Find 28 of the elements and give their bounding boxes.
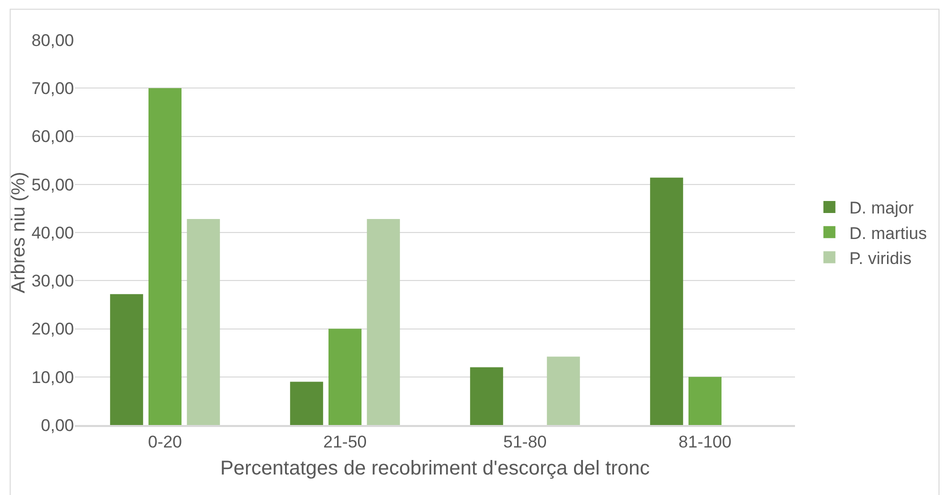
bar [546, 356, 580, 425]
x-tick-label: 0-20 [148, 432, 182, 452]
y-tick-label: 50,00 [31, 175, 74, 194]
bar [328, 328, 362, 425]
bar [470, 367, 504, 425]
y-axis-title: Arbres niu (%) [8, 172, 30, 294]
y-tick-label: 30,00 [31, 272, 74, 291]
y-tick-label: 10,00 [31, 368, 74, 387]
x-tick-label: 51-80 [503, 432, 547, 452]
x-tick-label: 81-100 [678, 432, 732, 452]
y-tick-label: 40,00 [31, 223, 74, 242]
legend-label: P. viridis [849, 248, 912, 268]
x-tick-label: 21-50 [323, 432, 367, 452]
y-tick-label: 80,00 [31, 30, 74, 50]
y-tick-label: 20,00 [31, 320, 74, 339]
x-axis-title: Percentatges de recobriment d'escorça del tronc [220, 457, 650, 480]
bar [290, 382, 324, 425]
y-tick-label: 70,00 [31, 79, 74, 98]
bar [186, 219, 220, 425]
bar [650, 178, 684, 425]
legend-label: D. martius [849, 224, 927, 243]
legend-label: D. major [849, 198, 914, 218]
bar [366, 219, 400, 425]
bar [110, 294, 144, 425]
bar [688, 376, 722, 425]
bar [148, 88, 182, 425]
y-tick-label: 0,00 [40, 416, 74, 435]
y-tick-label: 60,00 [31, 127, 74, 146]
